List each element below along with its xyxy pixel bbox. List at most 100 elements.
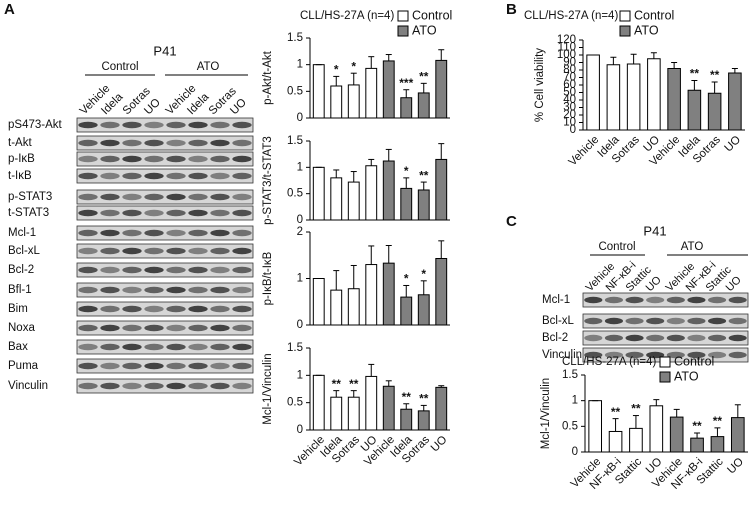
blot-band xyxy=(100,193,120,201)
blot-band xyxy=(78,343,98,351)
y-axis-label: Mcl-1/Vinculin xyxy=(262,353,274,424)
blot-band xyxy=(232,172,252,180)
legend-label: Control xyxy=(412,8,452,22)
row-label: Bcl-xL xyxy=(542,315,575,327)
bar xyxy=(365,67,378,119)
blot-band xyxy=(232,121,252,129)
blot-band xyxy=(144,266,164,274)
blot-strip xyxy=(76,205,254,221)
blot-band xyxy=(584,296,603,304)
blot-band xyxy=(166,121,186,129)
row-label: Bcl-2 xyxy=(8,264,34,276)
bar xyxy=(435,59,448,119)
blot-band xyxy=(210,139,230,147)
blot-band xyxy=(78,247,98,255)
bar xyxy=(667,68,681,131)
blot-band xyxy=(210,209,230,217)
bar xyxy=(606,64,621,131)
blot-band xyxy=(584,334,603,342)
blot-header: P41 xyxy=(643,223,666,238)
blot-band xyxy=(232,382,252,390)
blot-band xyxy=(122,229,142,237)
bar xyxy=(647,58,661,131)
blot-band xyxy=(232,266,252,274)
y-tick-label: 1.5 xyxy=(287,135,303,147)
significance: ** xyxy=(611,405,621,419)
panel-label: B xyxy=(506,1,517,18)
significance: ** xyxy=(419,70,429,84)
y-tick-label: 70 xyxy=(563,72,576,84)
significance: ** xyxy=(402,390,412,404)
blot-band xyxy=(122,286,142,294)
blot-band xyxy=(188,324,208,332)
blot-band xyxy=(78,305,98,313)
blot-band xyxy=(232,343,252,351)
blot-band xyxy=(188,362,208,370)
y-tick-label: 0.5 xyxy=(287,188,303,200)
bar xyxy=(312,278,325,326)
bar xyxy=(400,187,413,221)
blot-band xyxy=(122,382,142,390)
blot-band xyxy=(728,334,747,342)
blot-band xyxy=(625,351,644,359)
bar xyxy=(347,288,360,326)
bar xyxy=(365,165,378,221)
blot-band xyxy=(188,155,208,163)
blot-band xyxy=(122,172,142,180)
row-label: t-STAT3 xyxy=(8,207,49,219)
blot-band xyxy=(687,317,706,325)
x-tick-label: UO xyxy=(722,134,743,155)
bar xyxy=(687,89,702,131)
row-label: p-STAT3 xyxy=(8,191,52,203)
bar xyxy=(347,181,360,221)
blot-band xyxy=(144,305,164,313)
blot-band xyxy=(210,362,230,370)
y-tick-label: 40 xyxy=(563,94,576,106)
blot-strip xyxy=(76,320,254,336)
row-label: Bcl-xL xyxy=(8,245,41,257)
blot-strip xyxy=(76,243,254,259)
bar xyxy=(382,60,395,119)
blot-band xyxy=(625,296,644,304)
blot-band xyxy=(728,351,747,359)
blot-band xyxy=(122,139,142,147)
blot-band xyxy=(78,209,98,217)
group-label: Control xyxy=(101,61,138,73)
blot-band xyxy=(232,193,252,201)
blot-band xyxy=(100,247,120,255)
blot-band xyxy=(144,324,164,332)
blot-band xyxy=(188,209,208,217)
blot-band xyxy=(100,172,120,180)
bar xyxy=(400,97,413,119)
significance: * xyxy=(351,59,356,73)
blot-band xyxy=(100,286,120,294)
y-tick-label: 0 xyxy=(297,424,303,436)
blot-band xyxy=(232,139,252,147)
blot-header: P41 xyxy=(153,43,176,58)
y-tick-label: 1 xyxy=(572,395,578,407)
row-label: Vinculin xyxy=(542,349,582,361)
blot-band xyxy=(122,324,142,332)
blot-band xyxy=(122,266,142,274)
significance: ** xyxy=(419,168,429,182)
blot-strip xyxy=(582,313,749,329)
blot-band xyxy=(666,351,685,359)
row-label: pS473-Akt xyxy=(8,119,63,131)
significance: * xyxy=(404,272,409,286)
significance: * xyxy=(404,164,409,178)
row-label: Mcl-1 xyxy=(8,227,36,239)
blot-band xyxy=(122,362,142,370)
blot-band xyxy=(604,317,624,325)
bar xyxy=(588,400,603,453)
blot-strip xyxy=(582,292,749,308)
blot-band xyxy=(100,382,120,390)
row-label: Bfl-1 xyxy=(8,284,32,296)
blot-band xyxy=(144,209,164,217)
bar xyxy=(608,430,623,453)
blot-band xyxy=(144,362,164,370)
blot-band xyxy=(144,139,164,147)
y-tick-label: 0.5 xyxy=(562,420,578,432)
blot-band xyxy=(646,296,665,304)
bar xyxy=(347,84,360,119)
